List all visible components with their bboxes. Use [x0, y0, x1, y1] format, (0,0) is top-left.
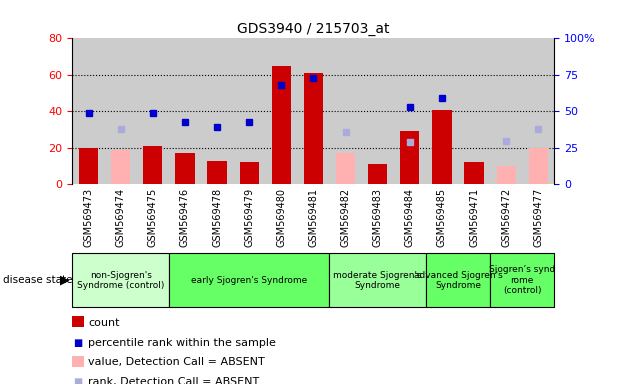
Bar [169, 38, 201, 184]
Bar [458, 38, 490, 184]
Text: GSM569482: GSM569482 [341, 188, 350, 247]
Bar [400, 131, 420, 184]
Text: ▶: ▶ [60, 274, 69, 287]
Text: GSM569477: GSM569477 [534, 188, 543, 247]
Text: GSM569483: GSM569483 [373, 188, 382, 247]
Bar [362, 38, 394, 184]
Text: GSM569474: GSM569474 [116, 188, 125, 247]
Bar [426, 38, 458, 184]
Bar [265, 38, 297, 184]
Bar [79, 148, 98, 184]
Bar [368, 164, 387, 184]
Text: early Sjogren's Syndrome: early Sjogren's Syndrome [191, 276, 307, 285]
Bar [233, 38, 265, 184]
Text: GSM569478: GSM569478 [212, 188, 222, 247]
Bar [522, 38, 554, 184]
Text: advanced Sjogren's
Syndrome: advanced Sjogren's Syndrome [414, 271, 502, 290]
Bar [304, 73, 323, 184]
Bar [329, 253, 426, 307]
Text: ■: ■ [74, 338, 83, 348]
Title: GDS3940 / 215703_at: GDS3940 / 215703_at [237, 22, 390, 36]
Text: GSM569472: GSM569472 [501, 188, 511, 247]
Bar [72, 38, 105, 184]
Bar [137, 38, 169, 184]
Bar [329, 38, 362, 184]
Bar [111, 150, 130, 184]
Text: GSM569475: GSM569475 [148, 188, 158, 247]
Bar [272, 66, 291, 184]
Text: count: count [88, 318, 120, 328]
Bar [105, 38, 137, 184]
Bar [426, 253, 490, 307]
Text: value, Detection Call = ABSENT: value, Detection Call = ABSENT [88, 358, 265, 367]
Bar [207, 161, 227, 184]
Bar [394, 38, 426, 184]
Text: GSM569481: GSM569481 [309, 188, 318, 247]
Text: GSM569471: GSM569471 [469, 188, 479, 247]
Text: Sjogren’s synd
rome
(control): Sjogren’s synd rome (control) [489, 265, 556, 295]
Text: ■: ■ [74, 377, 83, 384]
Bar [336, 153, 355, 184]
Bar [175, 153, 195, 184]
Text: GSM569484: GSM569484 [405, 188, 415, 247]
Bar [490, 38, 522, 184]
Bar [464, 162, 484, 184]
Text: GSM569480: GSM569480 [277, 188, 286, 247]
Bar [143, 146, 163, 184]
Text: GSM569479: GSM569479 [244, 188, 254, 247]
Bar [201, 38, 233, 184]
Bar [432, 109, 452, 184]
Text: GSM569485: GSM569485 [437, 188, 447, 247]
Bar [72, 253, 169, 307]
Bar [490, 253, 554, 307]
Bar [239, 162, 259, 184]
Text: disease state: disease state [3, 275, 72, 285]
Bar [496, 166, 516, 184]
Text: GSM569476: GSM569476 [180, 188, 190, 247]
Bar [297, 38, 329, 184]
Text: rank, Detection Call = ABSENT: rank, Detection Call = ABSENT [88, 377, 260, 384]
Text: non-Sjogren's
Syndrome (control): non-Sjogren's Syndrome (control) [77, 271, 164, 290]
Bar [529, 148, 548, 184]
Text: percentile rank within the sample: percentile rank within the sample [88, 338, 276, 348]
Text: GSM569473: GSM569473 [84, 188, 93, 247]
Bar [169, 253, 329, 307]
Text: moderate Sjogren's
Syndrome: moderate Sjogren's Syndrome [333, 271, 422, 290]
